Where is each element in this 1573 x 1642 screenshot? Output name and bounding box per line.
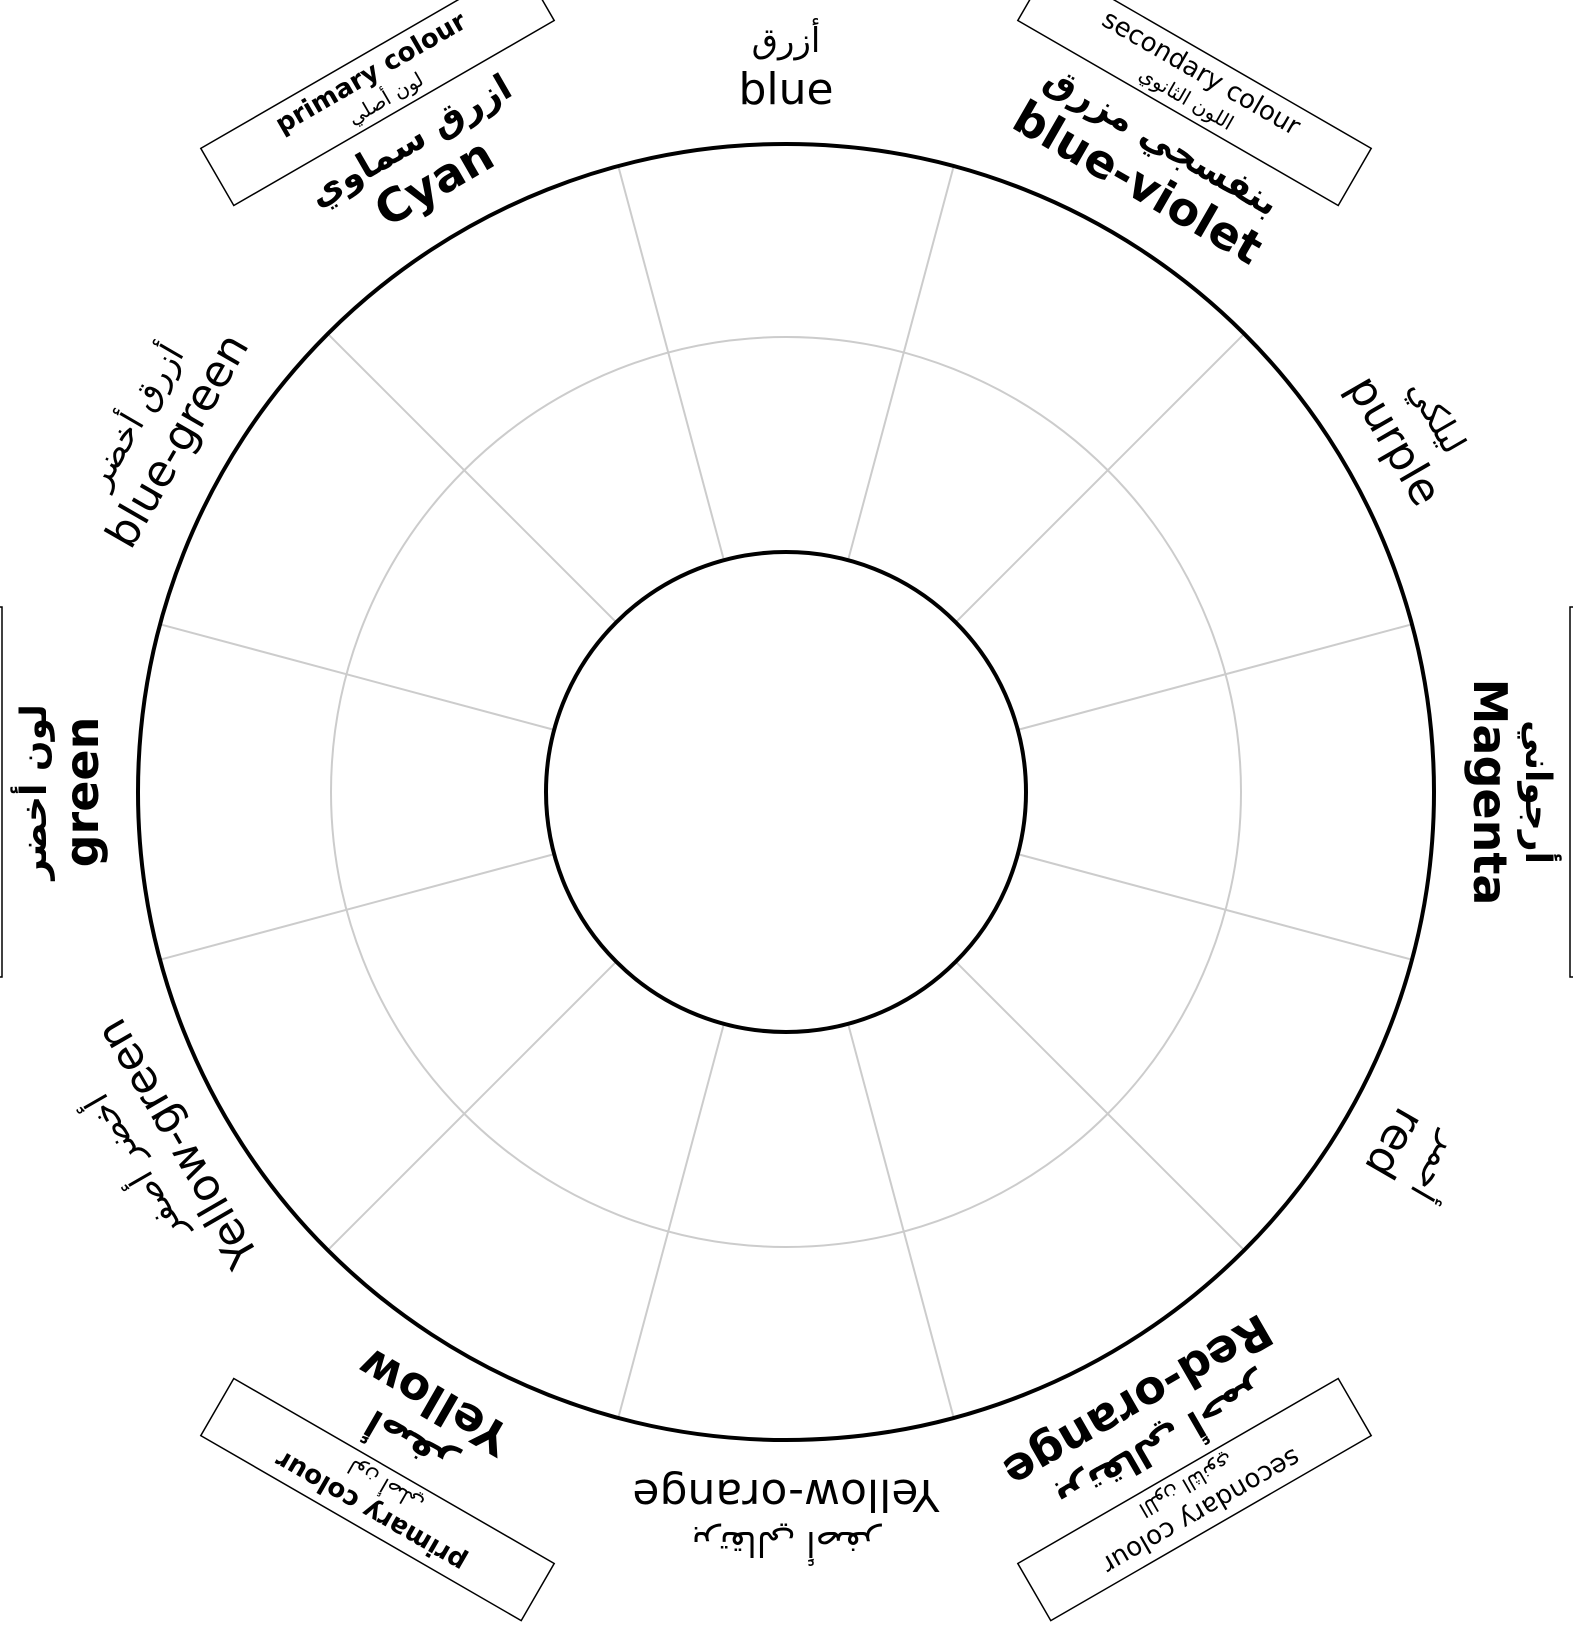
- tag-box: [1016, 1377, 1373, 1622]
- label-en-blue: blue: [738, 64, 833, 115]
- wheel-spoke: [954, 960, 1245, 1251]
- tag-box: [0, 606, 3, 978]
- wheel-spoke: [327, 960, 618, 1251]
- wheel-spoke: [159, 623, 555, 731]
- label-en-yellow-orange: Yellow-orange: [632, 1469, 940, 1520]
- label-ar-green: لون أخضر: [10, 704, 55, 882]
- tag-box: [199, 0, 556, 207]
- inner-ring: [544, 550, 1028, 1034]
- label-en-magenta: Magenta: [1463, 679, 1517, 906]
- wheel-spoke: [1017, 623, 1413, 731]
- wheel-spoke: [617, 165, 725, 561]
- wheel-spoke: [159, 853, 555, 961]
- label-ar-blue: أزرق: [752, 18, 821, 61]
- wheel-grid: [159, 165, 1413, 1419]
- label-en-green: green: [55, 717, 109, 868]
- wheel-spoke: [847, 1023, 955, 1419]
- wheel-spoke: [954, 333, 1245, 624]
- wheel-spoke: [617, 1023, 725, 1419]
- wheel-spoke: [327, 333, 618, 624]
- middle-ring: [330, 336, 1242, 1248]
- outer-ring: [136, 142, 1436, 1442]
- tag-box: [199, 1377, 556, 1622]
- wheel-spoke: [847, 165, 955, 561]
- tag-box: [1016, 0, 1373, 207]
- tag-box: [1569, 606, 1573, 978]
- label-ar-yellow-orange: برتقالي أصفر: [691, 1523, 882, 1566]
- label-ar-magenta: أرجواني: [1517, 720, 1562, 864]
- wheel-spoke: [1017, 853, 1413, 961]
